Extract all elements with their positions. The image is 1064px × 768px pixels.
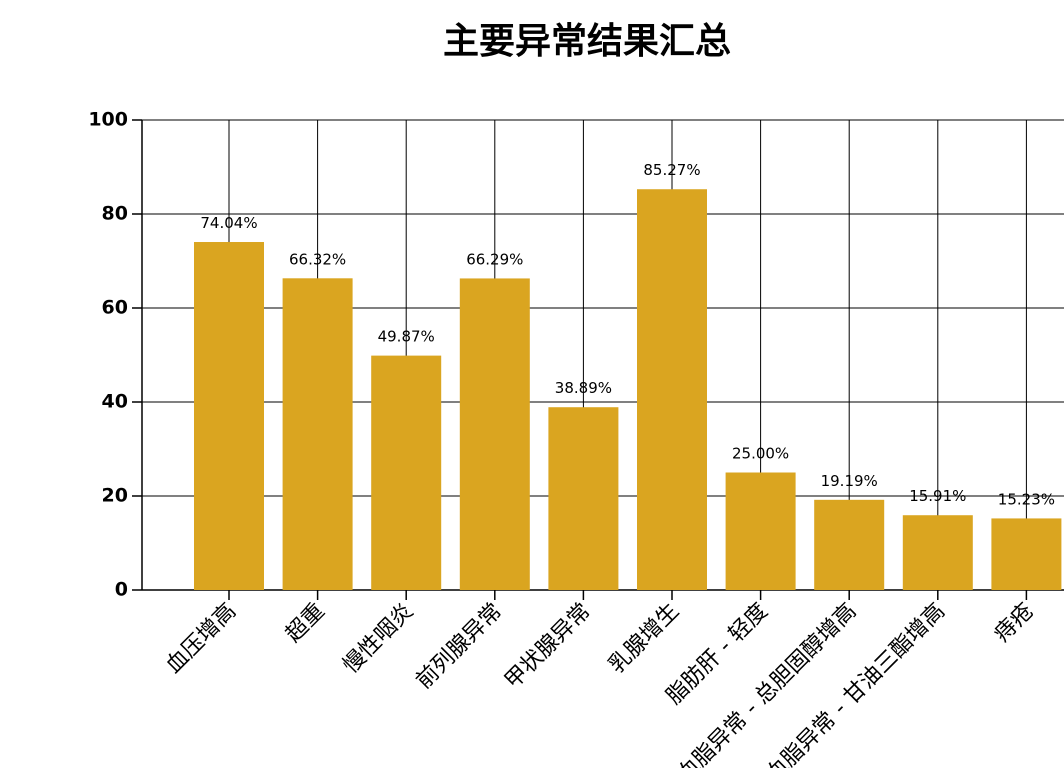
value-label: 19.19% <box>821 472 878 490</box>
value-label: 66.32% <box>289 250 346 268</box>
y-tick-label: 0 <box>115 579 128 601</box>
x-tick-label: 慢性咽炎 <box>339 599 419 679</box>
chart-title: 主要异常结果汇总 <box>443 20 731 62</box>
bar <box>725 472 796 590</box>
value-label: 49.87% <box>378 328 435 346</box>
bar <box>902 515 973 590</box>
x-tick-label: 痔疮 <box>990 599 1039 648</box>
x-tick-label: 超重 <box>281 599 330 648</box>
value-label: 85.27% <box>643 161 700 179</box>
value-label: 15.23% <box>998 490 1055 508</box>
y-tick-label: 100 <box>88 109 128 131</box>
value-label: 25.00% <box>732 445 789 463</box>
bar <box>637 189 707 590</box>
y-tick-label: 40 <box>102 391 128 413</box>
bar <box>282 278 353 590</box>
value-label: 74.04% <box>200 214 257 232</box>
bar <box>548 407 619 590</box>
x-tick-label: 前列腺异常 <box>412 599 507 694</box>
value-label: 15.91% <box>909 487 966 505</box>
bar <box>194 242 264 590</box>
bar <box>371 355 442 590</box>
y-tick-label: 20 <box>102 485 128 507</box>
x-tick-label: 血压增高 <box>161 599 241 679</box>
value-label: 38.89% <box>555 379 612 397</box>
y-tick-label: 60 <box>102 297 128 319</box>
bar <box>814 499 885 590</box>
bar <box>459 278 530 590</box>
bar <box>991 518 1062 590</box>
x-tick-label: 乳腺增生 <box>604 599 684 679</box>
x-tick-label: 甲状腺异常 <box>500 599 595 694</box>
value-label: 66.29% <box>466 250 523 268</box>
y-tick-label: 80 <box>102 203 128 225</box>
